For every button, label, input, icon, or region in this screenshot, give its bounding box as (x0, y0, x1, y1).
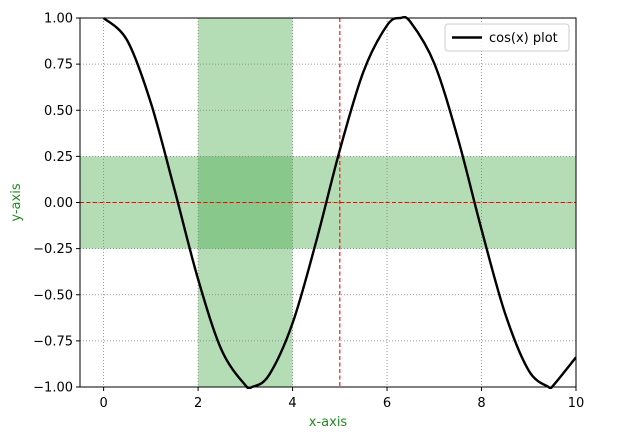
x-tick-label: 10 (568, 396, 585, 411)
y-tick-label: −0.25 (33, 242, 73, 257)
y-tick-label: 0.25 (44, 150, 73, 165)
y-tick-label: 0.75 (44, 58, 73, 73)
x-tick-label: 6 (383, 396, 391, 411)
y-axis-label: y-axis (9, 183, 24, 221)
reference-lines (80, 18, 576, 387)
y-tick-label: −0.50 (33, 288, 73, 303)
y-tick-label: 0.50 (44, 104, 73, 119)
x-ticks: 0 2 4 6 8 10 (99, 387, 584, 411)
y-tick-label: 1.00 (44, 12, 73, 27)
series-lines (102, 16, 576, 389)
legend-box (444, 23, 570, 52)
x-tick-label: 8 (477, 396, 485, 411)
legend: cos(x) plot (444, 23, 570, 52)
x-tick-label: 2 (194, 396, 202, 411)
x-axis-label: x-axis (309, 415, 348, 430)
series-line (102, 16, 576, 389)
x-tick-label: 0 (99, 396, 107, 411)
y-tick-label: 0.00 (44, 196, 73, 211)
y-ticks: −1.00 −0.75 −0.50 −0.25 0.00 0.25 0.50 0.75 1.00 (33, 12, 80, 396)
legend-label: cos(x) plot (489, 31, 558, 46)
x-tick-label: 4 (288, 396, 296, 411)
y-tick-label: −1.00 (33, 381, 73, 396)
y-tick-label: −0.75 (33, 334, 73, 349)
